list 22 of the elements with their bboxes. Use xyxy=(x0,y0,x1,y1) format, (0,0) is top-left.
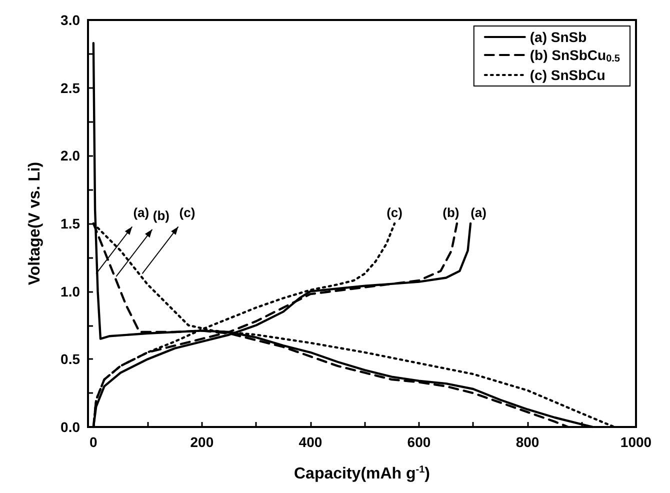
annotation: (b) xyxy=(152,208,170,223)
y-tick-label: 2.0 xyxy=(60,148,80,164)
y-axis-title: Voltage(V vs. Li) xyxy=(26,162,44,286)
y-tick-label: 1.0 xyxy=(60,283,80,300)
annotation: (a) xyxy=(133,205,150,220)
annotation: (c) xyxy=(386,205,402,220)
x-tick-label: 1000 xyxy=(620,434,652,450)
annotation: (c) xyxy=(179,205,196,220)
annotation: (b) xyxy=(442,205,460,220)
legend-label: (c) SnSbCu xyxy=(530,67,606,83)
x-tick-label: 0 xyxy=(90,434,98,450)
y-tick-label: 0.5 xyxy=(60,351,80,368)
y-tick-label: 0.0 xyxy=(60,419,80,435)
x-tick-label: 200 xyxy=(190,434,214,450)
annotation: (a) xyxy=(470,205,486,220)
y-tick-label: 2.5 xyxy=(60,80,80,96)
x-tick-label: 800 xyxy=(516,434,540,450)
y-tick-label: 3.0 xyxy=(60,12,80,28)
y-tick-label: 1.5 xyxy=(60,216,80,232)
x-tick-label: 600 xyxy=(407,434,431,450)
x-tick-label: 400 xyxy=(298,434,322,450)
legend-label: (a) SnSb xyxy=(530,29,587,45)
